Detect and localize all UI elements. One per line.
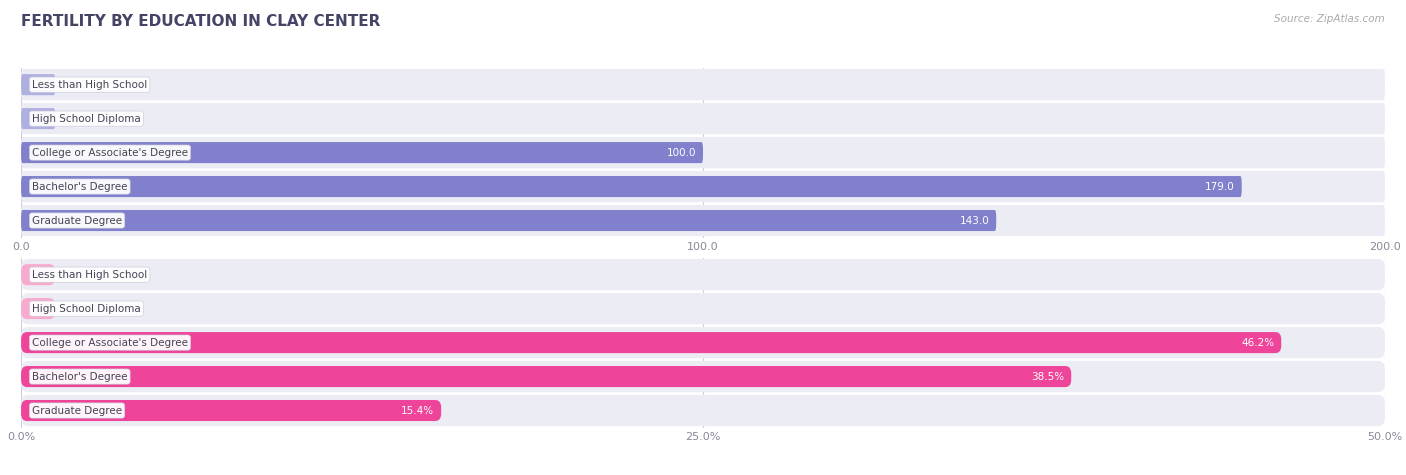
- Text: Graduate Degree: Graduate Degree: [32, 216, 122, 226]
- FancyBboxPatch shape: [21, 395, 1385, 426]
- Text: 0.0%: 0.0%: [72, 270, 98, 280]
- FancyBboxPatch shape: [21, 298, 55, 319]
- Text: 0.0: 0.0: [72, 80, 89, 90]
- Text: 46.2%: 46.2%: [1241, 338, 1274, 348]
- FancyBboxPatch shape: [21, 108, 55, 129]
- FancyBboxPatch shape: [21, 361, 1385, 392]
- Text: High School Diploma: High School Diploma: [32, 114, 141, 124]
- Text: 0.0%: 0.0%: [72, 304, 98, 314]
- Text: High School Diploma: High School Diploma: [32, 304, 141, 314]
- FancyBboxPatch shape: [21, 400, 441, 421]
- Text: 179.0: 179.0: [1205, 181, 1234, 191]
- FancyBboxPatch shape: [21, 137, 1385, 168]
- FancyBboxPatch shape: [21, 171, 1385, 202]
- FancyBboxPatch shape: [21, 332, 1281, 353]
- Text: Less than High School: Less than High School: [32, 270, 148, 280]
- Text: Graduate Degree: Graduate Degree: [32, 406, 122, 416]
- FancyBboxPatch shape: [21, 142, 703, 163]
- Text: College or Associate's Degree: College or Associate's Degree: [32, 148, 188, 158]
- FancyBboxPatch shape: [21, 205, 1385, 236]
- FancyBboxPatch shape: [21, 74, 55, 95]
- FancyBboxPatch shape: [21, 103, 1385, 134]
- FancyBboxPatch shape: [21, 293, 1385, 324]
- FancyBboxPatch shape: [21, 366, 1071, 387]
- Text: Bachelor's Degree: Bachelor's Degree: [32, 181, 128, 191]
- Text: 15.4%: 15.4%: [401, 406, 434, 416]
- Text: 0.0: 0.0: [72, 114, 89, 124]
- FancyBboxPatch shape: [21, 327, 1385, 358]
- Text: 143.0: 143.0: [960, 216, 990, 226]
- FancyBboxPatch shape: [21, 210, 997, 231]
- FancyBboxPatch shape: [21, 259, 1385, 290]
- Text: Bachelor's Degree: Bachelor's Degree: [32, 371, 128, 381]
- FancyBboxPatch shape: [21, 176, 1241, 197]
- FancyBboxPatch shape: [21, 264, 55, 285]
- Text: 100.0: 100.0: [666, 148, 696, 158]
- FancyBboxPatch shape: [21, 69, 1385, 100]
- Text: Less than High School: Less than High School: [32, 80, 148, 90]
- Text: College or Associate's Degree: College or Associate's Degree: [32, 338, 188, 348]
- Text: Source: ZipAtlas.com: Source: ZipAtlas.com: [1274, 14, 1385, 24]
- Text: 38.5%: 38.5%: [1031, 371, 1064, 381]
- Text: FERTILITY BY EDUCATION IN CLAY CENTER: FERTILITY BY EDUCATION IN CLAY CENTER: [21, 14, 381, 29]
